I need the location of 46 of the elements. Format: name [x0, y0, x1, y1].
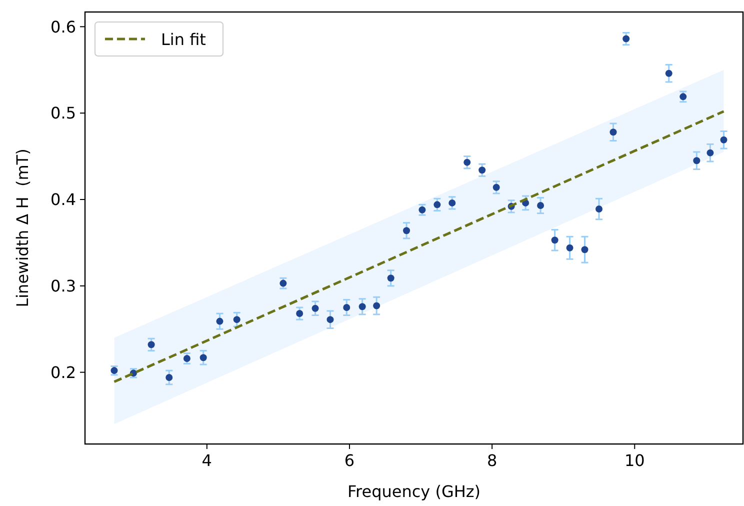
point — [280, 280, 287, 287]
x-tick-label: 8 — [486, 451, 498, 470]
point — [434, 201, 441, 208]
point — [595, 205, 602, 212]
point — [720, 136, 728, 144]
point — [464, 158, 471, 166]
point — [358, 303, 366, 310]
point — [148, 341, 155, 348]
point — [418, 206, 426, 214]
point — [566, 244, 574, 252]
y-tick-label: 0.2 — [50, 362, 76, 382]
legend-label: Lin fit — [161, 30, 206, 49]
point — [326, 316, 334, 324]
x-tick-label: 6 — [344, 451, 355, 470]
point — [312, 304, 319, 312]
point — [373, 302, 380, 310]
point — [622, 35, 630, 42]
point — [110, 367, 118, 374]
point — [200, 354, 207, 362]
point — [537, 202, 544, 210]
y-tick-label: 0.6 — [50, 17, 76, 36]
x-tick-label: 10 — [624, 451, 645, 470]
x-tick-label: 4 — [202, 451, 212, 470]
y-tick-label: 0.4 — [50, 190, 76, 210]
point — [296, 310, 304, 318]
point — [216, 318, 224, 325]
y-tick-label: 0.3 — [50, 276, 76, 296]
point — [610, 128, 617, 136]
point — [706, 149, 714, 156]
point — [551, 236, 558, 244]
point — [343, 304, 350, 311]
point — [665, 70, 672, 77]
point — [448, 199, 456, 206]
point — [183, 354, 190, 362]
point — [166, 374, 173, 381]
point — [680, 93, 687, 100]
point — [233, 316, 240, 324]
point — [492, 184, 500, 191]
x-axis-title: Frequency (GHz) — [347, 482, 481, 501]
point — [403, 227, 410, 234]
y-axis-title: Linewidth Δ H (mT) — [13, 148, 32, 308]
point — [693, 157, 700, 164]
point — [478, 166, 486, 174]
y-tick-label: 0.5 — [50, 104, 76, 123]
point — [581, 246, 588, 254]
point — [387, 274, 394, 282]
